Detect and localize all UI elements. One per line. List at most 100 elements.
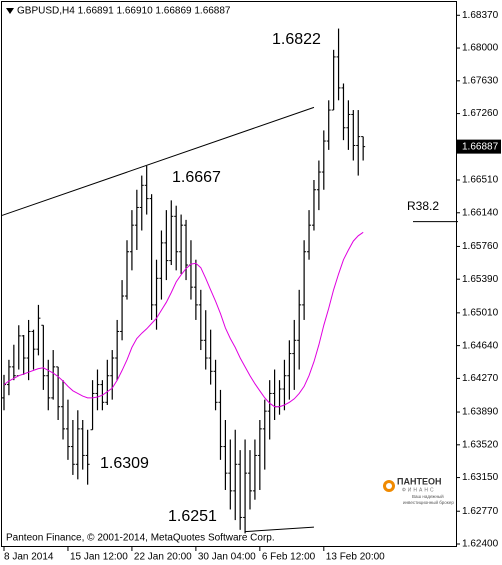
ohlc-bar: [208, 329, 213, 385]
ohlc-bar: [198, 289, 203, 351]
y-tick-label: 1.65010: [462, 307, 499, 318]
ohlc-bar: [51, 350, 56, 400]
logo-icon-inner: [386, 483, 392, 489]
ohlc-bar: [351, 110, 356, 161]
ohlc-bar: [125, 240, 129, 300]
ohlc-bar: [257, 420, 262, 490]
ohlc-bar: [341, 83, 346, 141]
y-tick-label: 1.67260: [462, 108, 499, 119]
x-tick-label: 22 Jan 20:00: [134, 552, 192, 563]
ohlc-bar: [346, 100, 351, 150]
ohlc-bar: [361, 136, 366, 161]
ohlc-bar: [56, 366, 61, 421]
ohlc-bar: [297, 289, 302, 370]
x-tick-label: 30 Jan 04:00: [198, 552, 256, 563]
ohlc-bar: [144, 165, 149, 215]
trendline: [245, 526, 314, 533]
ohlc-bar: [95, 369, 100, 411]
last-price-box: [457, 139, 501, 154]
ohlc-bar: [164, 210, 169, 281]
annotation: 1.6822: [272, 31, 321, 48]
y-tick-label: 1.62770: [462, 506, 499, 517]
ohlc-bar: [193, 259, 198, 320]
ohlc-bar: [110, 350, 115, 400]
ohlc-bar: [331, 49, 336, 111]
trendline: [1, 106, 315, 216]
logo: ПАНТЕОН ФИНАНС Ваш надежный инвестиционн…: [383, 476, 454, 505]
ohlc-bar: [31, 329, 36, 370]
ohlc-bar: [174, 205, 179, 271]
ohlc-bar: [11, 344, 16, 381]
ohlc-bar: [169, 200, 174, 266]
ohlc-bar: [233, 429, 238, 521]
ohlc-bar: [292, 319, 297, 390]
ohlc-bar: [115, 319, 120, 381]
ohlc-bar: [326, 100, 331, 150]
y-tick-label: 1.68000: [462, 43, 499, 54]
moving-average: [3, 231, 364, 408]
annotation: 1.6309: [100, 455, 149, 472]
logo-tagline: Ваш надежный: [412, 493, 444, 499]
chart-title: GBPUSD,H4 1.66891 1.66910 1.66869 1.6688…: [17, 6, 231, 17]
ohlc-bar: [316, 160, 321, 211]
annotation: 1.6251: [168, 508, 217, 525]
logo-name: ПАНТЕОН: [397, 476, 441, 486]
y-tick-label: 1.62400: [462, 539, 499, 550]
y-tick-label: 1.63150: [462, 472, 499, 483]
ohlc-bar: [282, 359, 287, 411]
ohlc-bar: [184, 219, 189, 281]
y-tick-label: 1.63520: [462, 439, 499, 450]
ohlc-bar: [61, 380, 66, 440]
logo-sub: ФИНАНС: [402, 487, 436, 493]
ohlc-bar: [21, 334, 26, 375]
ohlc-bar: [134, 189, 139, 250]
y-tick-label: 1.66510: [462, 175, 499, 186]
ohlc-bar: [46, 359, 51, 411]
x-tick-label: 13 Feb 20:00: [326, 552, 385, 563]
x-tick-label: 8 Jan 2014: [4, 552, 54, 563]
ohlc-bar: [139, 175, 144, 231]
ohlc-bar: [105, 359, 110, 405]
ohlc-bar: [75, 410, 80, 480]
ohlc-bar: [238, 450, 243, 530]
ohlc-bar: [262, 399, 267, 470]
ohlc-bar: [311, 180, 316, 231]
logo-tagline: инвестиционный брокер: [403, 499, 454, 505]
ohlc-bar: [243, 439, 248, 534]
x-tick-label: 6 Feb 12:00: [262, 552, 316, 563]
y-tick-label: 1.66140: [462, 207, 499, 218]
symbol-icon: [6, 8, 14, 14]
ohlc-bar: [36, 304, 41, 356]
y-tick-label: 1.63890: [462, 407, 499, 418]
plot-frame: [1, 1, 457, 547]
ohlc-bar: [179, 214, 184, 274]
x-tick-label: 15 Jan 12:00: [70, 552, 128, 563]
ohlc-bar: [228, 439, 233, 510]
y-tick-label: 1.64270: [462, 373, 499, 384]
ohlc-bar: [252, 439, 257, 500]
ohlc-bar: [267, 380, 272, 440]
y-tick-label: 1.67630: [462, 75, 499, 86]
ohlc-bar: [248, 450, 252, 510]
ohlc-bar: [218, 389, 223, 460]
ohlc-bar: [70, 420, 75, 475]
ohlc-bar: [223, 420, 228, 490]
ohlc-bar: [80, 420, 85, 470]
y-tick-label: 1.68370: [462, 10, 499, 21]
last-price-label: 1.66887: [462, 141, 499, 152]
ohlc-bar: [307, 210, 312, 260]
ohlc-bar: [129, 210, 134, 271]
ohlc-bar: [85, 429, 90, 485]
ohlc-bar: [356, 110, 361, 176]
ohlc-bar: [65, 399, 70, 460]
ohlc-bar: [287, 340, 292, 400]
y-tick-label: 1.64640: [462, 340, 499, 351]
ohlc-bar: [159, 230, 164, 300]
ohlc-bar: [26, 319, 31, 381]
ohlc-bar: [41, 324, 46, 390]
level-label: R38.2: [407, 199, 439, 213]
ohlc-bar: [302, 240, 307, 320]
ohlc-bar: [321, 130, 326, 190]
